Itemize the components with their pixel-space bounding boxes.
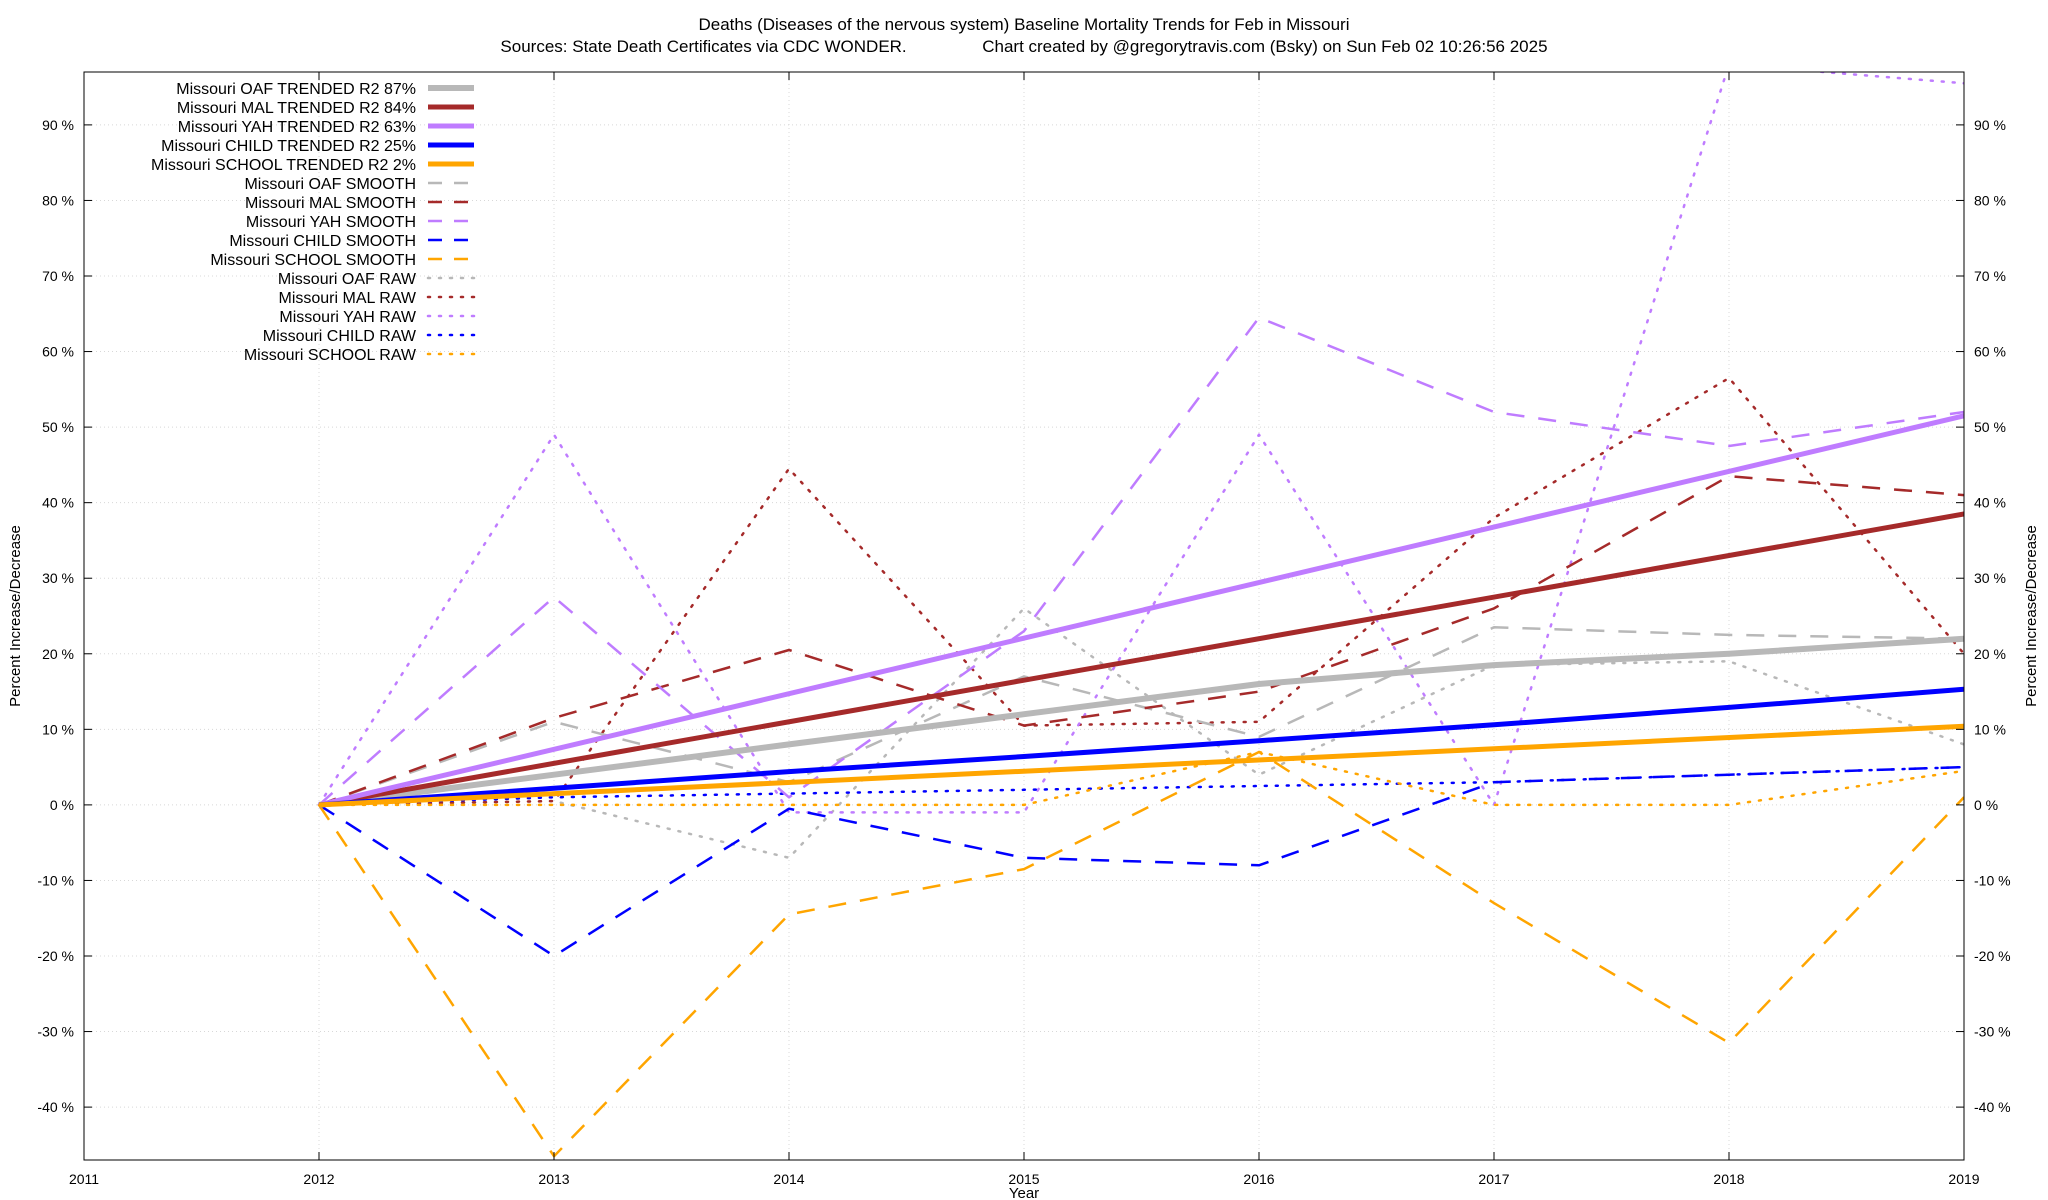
series-line-missouri-yah-trended-r2-63: [318, 413, 1964, 808]
x-tick-label: 2017: [1478, 1171, 1509, 1187]
y-axis-ticks: -40 % -40 % -30 % -30 % -20 % -20 % -10 % -10 %…: [37, 117, 2010, 1115]
x-axis-label: Year: [1009, 1185, 1039, 1200]
legend-label: Missouri YAH RAW: [279, 309, 417, 326]
series-line-missouri-child-smooth: [318, 765, 1964, 958]
y-tick-label: 40 %: [42, 495, 74, 511]
series-line-missouri-school-trended-r2-2: [318, 723, 1964, 808]
legend-label: Missouri SCHOOL SMOOTH: [210, 252, 416, 269]
y2-tick-label: -10 %: [1974, 872, 2011, 888]
y-axis-label: Percent Increase/Decrease: [7, 525, 24, 707]
y-tick-label: -10 %: [37, 872, 74, 888]
grid: [84, 72, 1964, 1160]
y-tick-label: 30 %: [42, 570, 74, 586]
y-tick-label: 80 %: [42, 192, 74, 208]
x-tick-label: 2011: [69, 1171, 99, 1187]
legend-label: Missouri SCHOOL RAW: [244, 347, 417, 364]
legend-label: Missouri YAH SMOOTH: [246, 214, 416, 231]
y-tick-label: 50 %: [42, 419, 74, 435]
y2-tick-label: 20 %: [1974, 646, 2006, 662]
series-line-missouri-child-raw: [317, 765, 1964, 807]
legend-label: Missouri CHILD RAW: [263, 328, 417, 345]
legend-label: Missouri MAL TRENDED R2 84%: [177, 100, 416, 117]
series-line-missouri-child-trended-r2-25: [318, 686, 1964, 808]
y2-tick-label: 40 %: [1974, 495, 2006, 511]
y-tick-label: 90 %: [42, 117, 74, 133]
y-tick-label: 60 %: [42, 344, 74, 360]
chart-title: Deaths (Diseases of the nervous system) …: [699, 15, 1350, 34]
legend-label: Missouri OAF SMOOTH: [244, 176, 416, 193]
y-tick-label: 70 %: [42, 268, 74, 284]
x-tick-label: 2018: [1713, 1171, 1744, 1187]
y2-tick-label: 50 %: [1974, 419, 2006, 435]
x-tick-label: 2016: [1243, 1171, 1274, 1187]
y-tick-label: -30 %: [37, 1024, 74, 1040]
series-line-missouri-mal-trended-r2-84: [318, 511, 1964, 808]
y2-tick-label: 0 %: [1974, 797, 1998, 813]
y-tick-label: 0 %: [50, 797, 74, 813]
series-layer: [317, 72, 1964, 1158]
legend-label: Missouri CHILD TRENDED R2 25%: [161, 138, 416, 155]
series-line-missouri-oaf-raw: [317, 607, 1964, 860]
chart-subtitle: Sources: State Death Certificates via CD…: [500, 37, 1547, 56]
y2-tick-label: 80 %: [1974, 192, 2006, 208]
legend-label: Missouri MAL RAW: [279, 290, 417, 307]
series-line-missouri-mal-raw: [317, 376, 1964, 807]
y2-tick-label: 60 %: [1974, 344, 2006, 360]
y2-tick-label: -20 %: [1974, 948, 2011, 964]
legend: Missouri OAF TRENDED R2 87% Missouri MAL …: [151, 81, 476, 364]
y2-tick-label: 70 %: [1974, 268, 2006, 284]
y2-tick-label: 90 %: [1974, 117, 2006, 133]
x-tick-label: 2015: [1008, 1171, 1039, 1187]
x-axis-ticks: 2011 2012 2013 2014 2015 2016 2017 2018 2019: [69, 72, 1980, 1187]
y2-tick-label: 10 %: [1974, 721, 2006, 737]
x-tick-label: 2019: [1948, 1171, 1979, 1187]
legend-label: Missouri OAF RAW: [278, 271, 417, 288]
x-tick-label: 2014: [773, 1171, 804, 1187]
y-tick-label: 20 %: [42, 646, 74, 662]
y2-axis-label: Percent Increase/Decrease: [2023, 525, 2040, 707]
series-line-missouri-oaf-smooth: [318, 626, 1964, 807]
legend-label: Missouri OAF TRENDED R2 87%: [176, 81, 416, 98]
legend-label: Missouri MAL SMOOTH: [245, 195, 416, 212]
y-tick-label: -40 %: [37, 1099, 74, 1115]
y2-tick-label: 30 %: [1974, 570, 2006, 586]
y-tick-label: -20 %: [37, 948, 74, 964]
y-tick-label: 10 %: [42, 721, 74, 737]
y2-tick-label: -40 %: [1974, 1099, 2011, 1115]
series-line-missouri-mal-smooth: [318, 474, 1964, 807]
series-line-missouri-yah-smooth: [318, 316, 1964, 806]
x-tick-label: 2012: [303, 1171, 334, 1187]
x-tick-label: 2013: [538, 1171, 569, 1187]
legend-label: Missouri YAH TRENDED R2 63%: [178, 119, 416, 136]
legend-label: Missouri SCHOOL TRENDED R2 2%: [151, 157, 416, 174]
series-line-missouri-school-smooth: [317, 750, 1964, 1158]
legend-label: Missouri CHILD SMOOTH: [229, 233, 416, 250]
series-line-missouri-school-raw: [317, 750, 1964, 807]
y2-tick-label: -30 %: [1974, 1024, 2011, 1040]
series-line-missouri-oaf-trended-r2-87: [318, 635, 1964, 808]
